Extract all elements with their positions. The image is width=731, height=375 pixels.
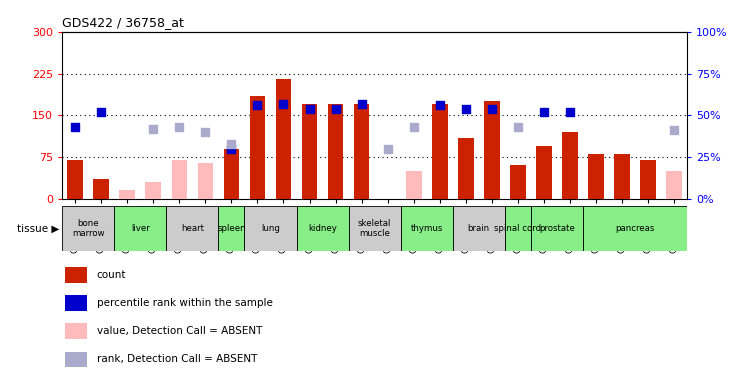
Bar [224,149,239,199]
Bar [583,206,687,251]
Point [303,106,315,112]
Point [278,100,289,106]
Point [512,124,523,130]
Text: kidney: kidney [308,224,337,233]
Text: lung: lung [261,224,280,233]
Bar [536,146,552,199]
Bar [145,182,161,199]
Bar [172,160,187,199]
Bar [297,206,349,251]
Bar [244,206,297,251]
Bar [458,138,474,199]
Bar [65,352,87,367]
Bar [302,104,317,199]
Bar [219,206,244,251]
Text: brain: brain [468,224,490,233]
Point [538,109,550,115]
Bar [484,101,500,199]
Text: pancreas: pancreas [616,224,655,233]
Bar [588,154,604,199]
Point [486,106,498,112]
Bar [510,165,526,199]
Bar [406,171,422,199]
Point [460,106,471,112]
Text: thymus: thymus [411,224,443,233]
Bar [349,206,401,251]
Text: bone
marrow: bone marrow [72,219,105,239]
Point [330,106,341,112]
Point [148,126,159,132]
Bar [531,206,583,251]
Bar [432,104,447,199]
Point [668,128,680,134]
Point [408,124,420,130]
Text: liver: liver [131,224,150,233]
Text: rank, Detection Call = ABSENT: rank, Detection Call = ABSENT [96,354,257,364]
Bar [640,160,656,199]
Bar [276,79,292,199]
Bar [119,190,135,199]
Text: skeletal
muscle: skeletal muscle [358,219,391,239]
Bar [562,132,577,199]
Bar [65,267,87,283]
Text: spinal cord: spinal cord [494,224,542,233]
Bar [250,96,265,199]
Text: count: count [96,270,126,280]
Bar [65,323,87,339]
Point [226,146,238,152]
Bar [327,104,344,199]
Bar [401,206,452,251]
Bar [65,296,87,311]
Point [200,129,211,135]
Text: GDS422 / 36758_at: GDS422 / 36758_at [62,16,184,29]
Point [356,100,368,106]
Text: prostate: prostate [539,224,575,233]
Bar [354,104,369,199]
Bar [167,206,219,251]
Point [69,124,81,130]
Point [564,109,576,115]
Bar [667,171,682,199]
Bar [94,179,109,199]
Bar [197,163,213,199]
Bar [62,206,114,251]
Text: value, Detection Call = ABSENT: value, Detection Call = ABSENT [96,326,262,336]
Point [434,102,446,108]
Text: percentile rank within the sample: percentile rank within the sample [96,298,273,308]
Bar [614,154,630,199]
Point [95,109,107,115]
Point [226,141,238,147]
Text: heart: heart [181,224,204,233]
Point [251,102,263,108]
Bar [452,206,505,251]
Text: spleen: spleen [217,224,246,233]
Bar [505,206,531,251]
Bar [67,160,83,199]
Point [173,124,185,130]
Point [382,146,393,152]
Text: tissue ▶: tissue ▶ [17,224,59,234]
Bar [114,206,167,251]
